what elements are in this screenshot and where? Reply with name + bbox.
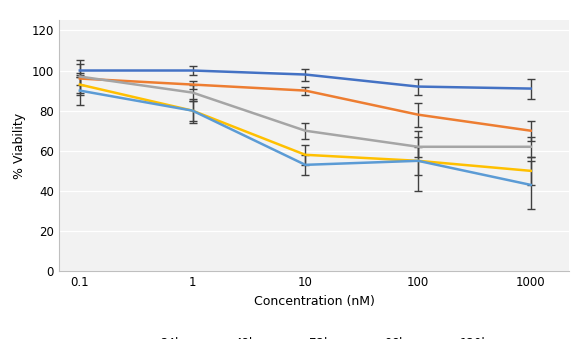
Legend: 24hrs, 48hrs, 72hrs, 96hrs, 120hrs: 24hrs, 48hrs, 72hrs, 96hrs, 120hrs (123, 332, 505, 339)
X-axis label: Concentration (nM): Concentration (nM) (254, 295, 375, 307)
Y-axis label: % Viability: % Viability (13, 113, 26, 179)
